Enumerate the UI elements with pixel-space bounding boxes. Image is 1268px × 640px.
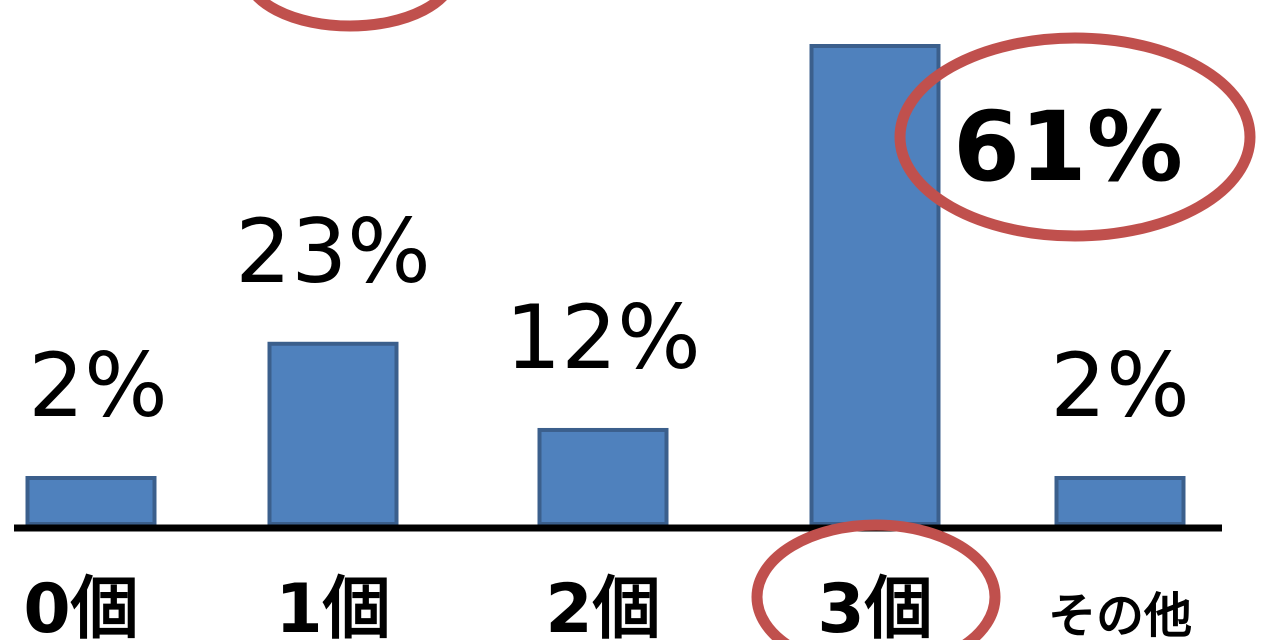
bar-4 [1054,476,1186,526]
bar-2 [537,427,669,527]
category-highlight-ring [751,519,1001,640]
value-label-1: 23% [235,200,431,303]
bar-3 [809,44,941,526]
value-highlight-ring [894,32,1256,242]
value-label-2: 12% [505,286,701,389]
category-label-0: 0個 [23,570,138,640]
category-label-4: その他 [1048,588,1192,640]
value-label-3: 61% [953,91,1183,203]
bar-1 [267,341,399,526]
category-label-3: 3個 [817,570,932,640]
top-highlight-ring [253,0,447,32]
category-label-1: 1個 [275,570,390,640]
bars-layer [25,44,1186,527]
value-label-4: 2% [1050,334,1190,437]
value-label-0: 2% [28,334,168,437]
bar-0 [25,476,157,526]
labels-layer: 2% 0個 23% 1個 12% 2個 61% 3個 2% その他 [23,91,1192,640]
category-label-2: 2個 [545,570,660,640]
rings-layer [751,32,1256,640]
